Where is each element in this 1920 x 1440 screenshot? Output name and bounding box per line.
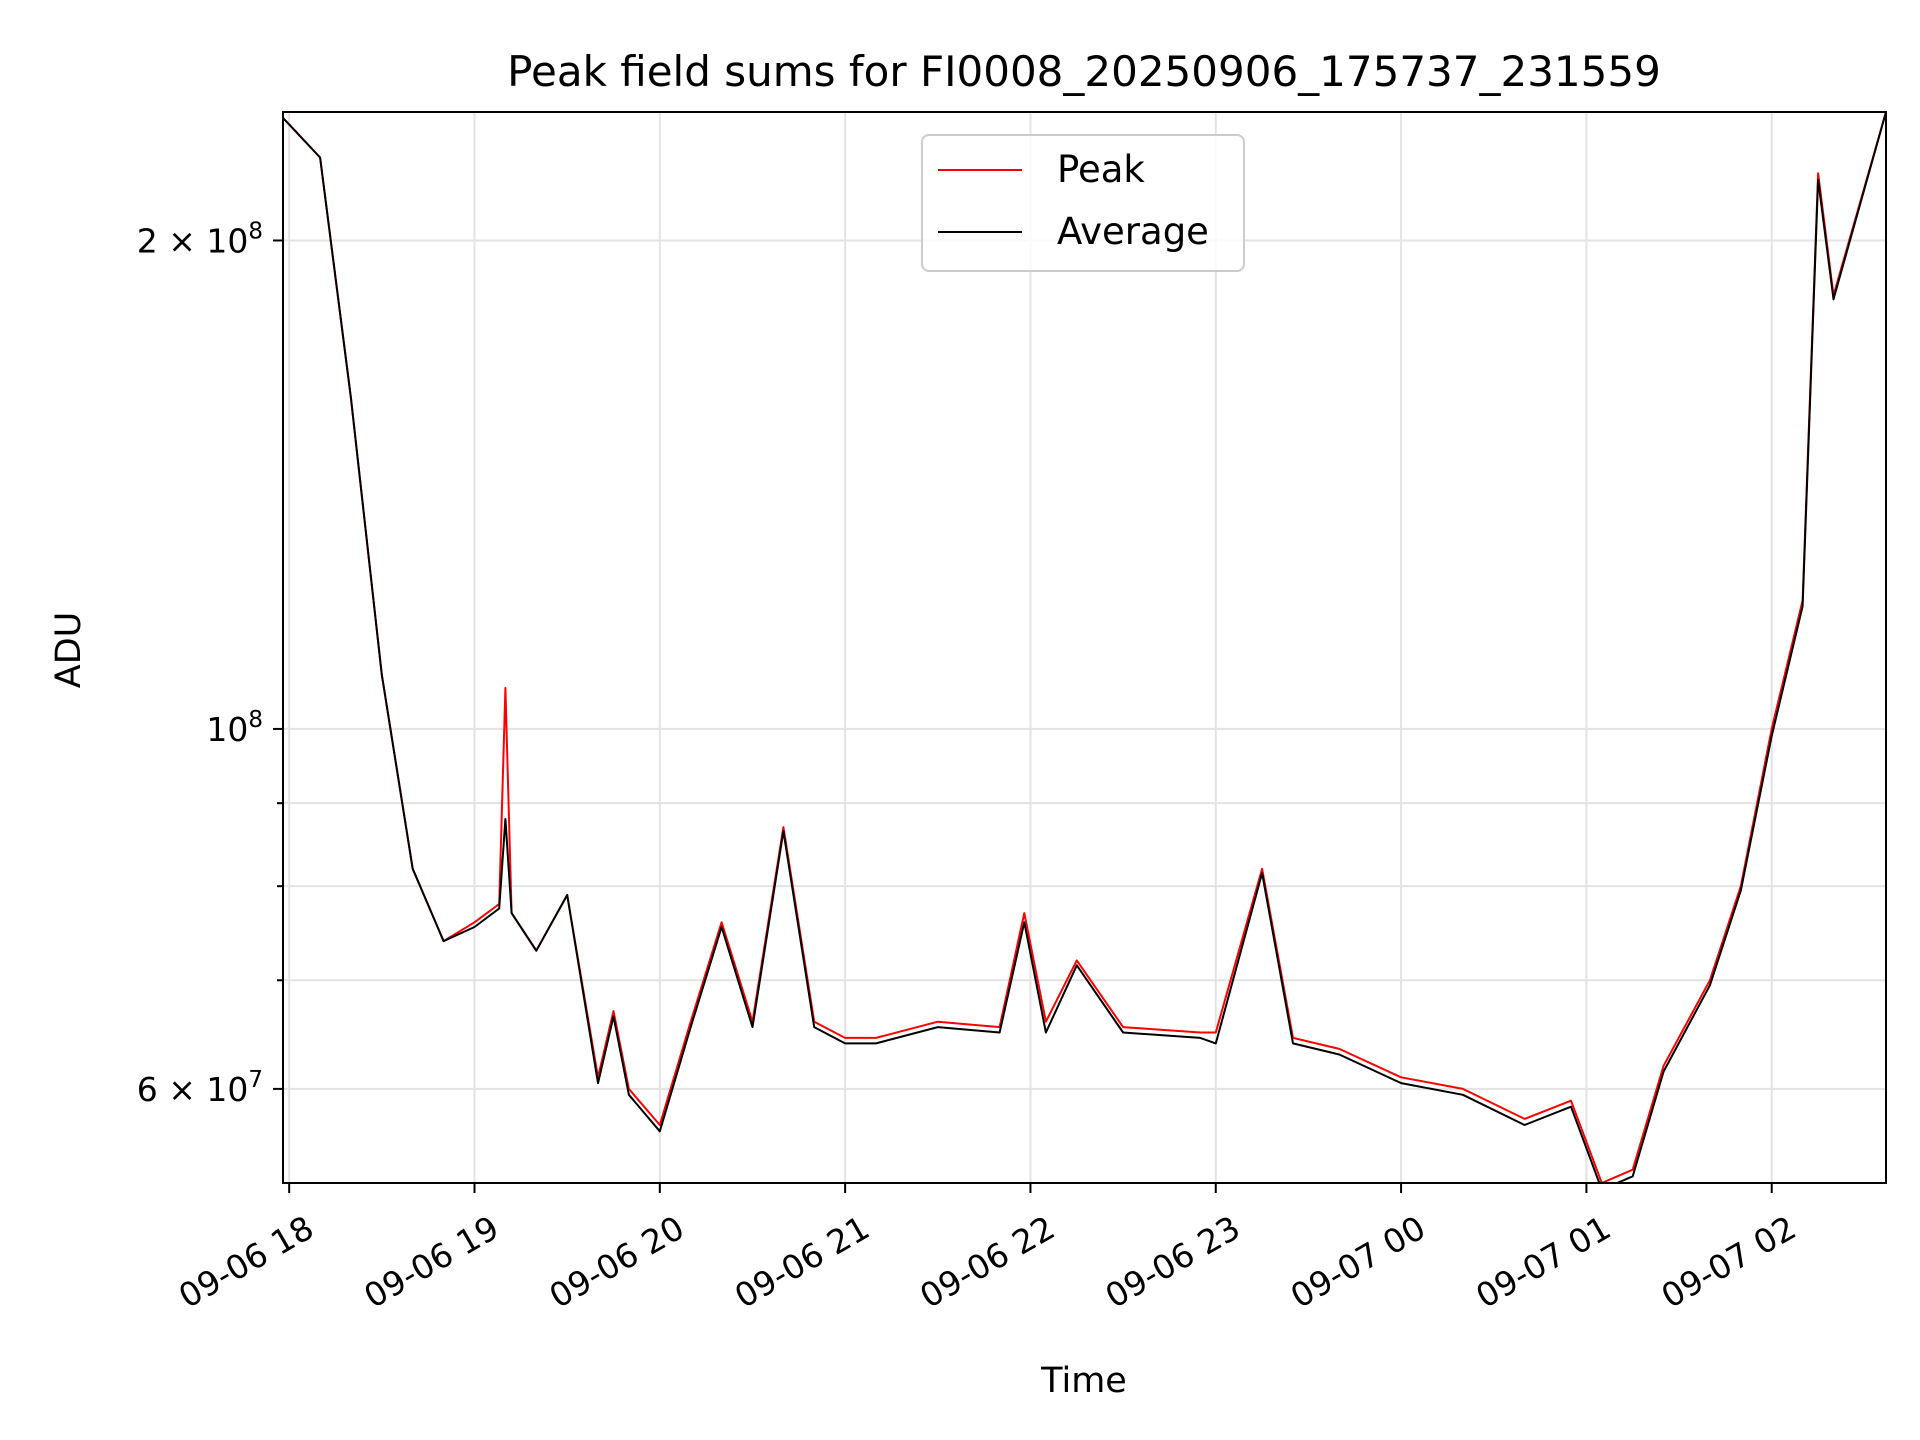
chart-title: Peak field sums for FI0008_20250906_1757…: [507, 47, 1661, 96]
plot-frame: [282, 111, 1887, 1184]
y-axis-label: ADU: [49, 612, 89, 689]
y-tick-label: 6 × 107: [137, 1067, 263, 1109]
legend-label-peak: Peak: [1057, 148, 1145, 191]
series-layer: [283, 112, 1886, 1183]
series-line-peak: [283, 112, 1886, 1183]
x-axis-label: Time: [1040, 1361, 1127, 1401]
legend: Peak Average: [921, 134, 1245, 272]
series-line-average: [283, 112, 1886, 1183]
y-tick-label: 2 × 108: [137, 218, 263, 260]
y-tick-label: 108: [206, 707, 263, 749]
legend-label-average: Average: [1057, 210, 1209, 253]
